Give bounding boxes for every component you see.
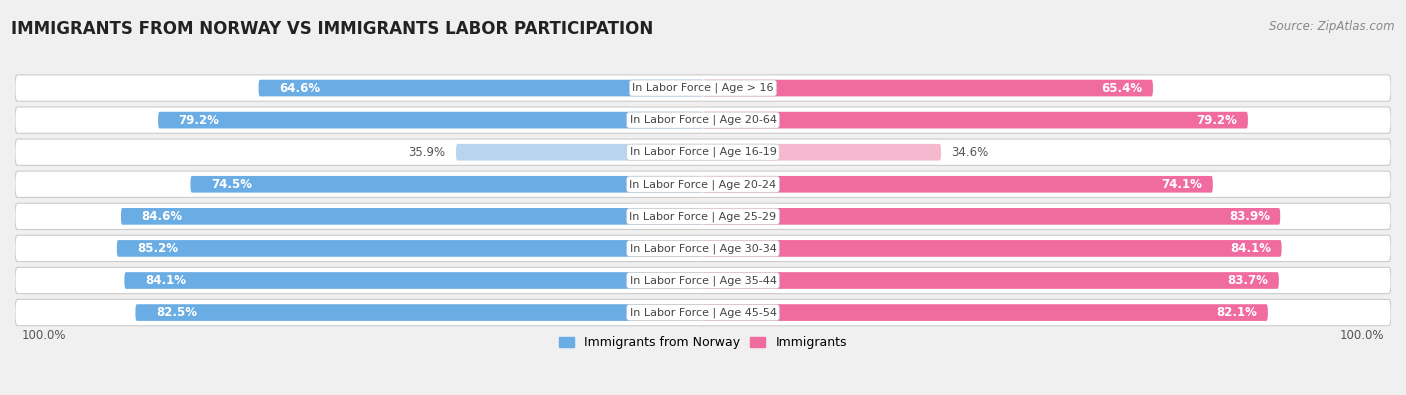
Text: 84.1%: 84.1% (1230, 242, 1271, 255)
Text: In Labor Force | Age 45-54: In Labor Force | Age 45-54 (630, 307, 776, 318)
FancyBboxPatch shape (703, 272, 1279, 289)
FancyBboxPatch shape (15, 203, 1391, 229)
FancyBboxPatch shape (15, 267, 1391, 293)
FancyBboxPatch shape (15, 299, 1391, 326)
FancyBboxPatch shape (135, 304, 703, 321)
Text: 79.2%: 79.2% (179, 114, 219, 127)
FancyBboxPatch shape (117, 240, 703, 257)
FancyBboxPatch shape (259, 80, 703, 96)
Legend: Immigrants from Norway, Immigrants: Immigrants from Norway, Immigrants (554, 331, 852, 354)
Text: 34.6%: 34.6% (952, 146, 988, 159)
Text: 84.6%: 84.6% (142, 210, 183, 223)
FancyBboxPatch shape (703, 144, 941, 160)
Text: IMMIGRANTS FROM NORWAY VS IMMIGRANTS LABOR PARTICIPATION: IMMIGRANTS FROM NORWAY VS IMMIGRANTS LAB… (11, 20, 654, 38)
Text: 74.5%: 74.5% (211, 178, 252, 191)
FancyBboxPatch shape (15, 107, 1391, 133)
FancyBboxPatch shape (703, 176, 1213, 193)
FancyBboxPatch shape (703, 240, 1282, 257)
Text: In Labor Force | Age 30-34: In Labor Force | Age 30-34 (630, 243, 776, 254)
Text: 65.4%: 65.4% (1101, 81, 1143, 94)
Text: 64.6%: 64.6% (280, 81, 321, 94)
Text: 83.9%: 83.9% (1229, 210, 1270, 223)
Text: 79.2%: 79.2% (1197, 114, 1237, 127)
FancyBboxPatch shape (157, 112, 703, 128)
Text: 84.1%: 84.1% (145, 274, 186, 287)
Text: 74.1%: 74.1% (1161, 178, 1202, 191)
Text: 83.7%: 83.7% (1227, 274, 1268, 287)
FancyBboxPatch shape (703, 304, 1268, 321)
FancyBboxPatch shape (15, 75, 1391, 101)
FancyBboxPatch shape (456, 144, 703, 160)
FancyBboxPatch shape (703, 112, 1249, 128)
FancyBboxPatch shape (703, 208, 1281, 225)
FancyBboxPatch shape (15, 171, 1391, 198)
Text: 82.1%: 82.1% (1216, 306, 1257, 319)
Text: 35.9%: 35.9% (409, 146, 446, 159)
FancyBboxPatch shape (121, 208, 703, 225)
FancyBboxPatch shape (190, 176, 703, 193)
FancyBboxPatch shape (15, 139, 1391, 166)
Text: 85.2%: 85.2% (138, 242, 179, 255)
FancyBboxPatch shape (124, 272, 703, 289)
Text: In Labor Force | Age 20-64: In Labor Force | Age 20-64 (630, 115, 776, 125)
Text: 100.0%: 100.0% (1340, 329, 1384, 342)
Text: In Labor Force | Age 20-24: In Labor Force | Age 20-24 (630, 179, 776, 190)
Text: In Labor Force | Age > 16: In Labor Force | Age > 16 (633, 83, 773, 93)
Text: 100.0%: 100.0% (22, 329, 66, 342)
Text: In Labor Force | Age 25-29: In Labor Force | Age 25-29 (630, 211, 776, 222)
FancyBboxPatch shape (703, 80, 1153, 96)
Text: In Labor Force | Age 16-19: In Labor Force | Age 16-19 (630, 147, 776, 158)
FancyBboxPatch shape (15, 235, 1391, 261)
Text: 82.5%: 82.5% (156, 306, 197, 319)
Text: Source: ZipAtlas.com: Source: ZipAtlas.com (1270, 20, 1395, 33)
Text: In Labor Force | Age 35-44: In Labor Force | Age 35-44 (630, 275, 776, 286)
